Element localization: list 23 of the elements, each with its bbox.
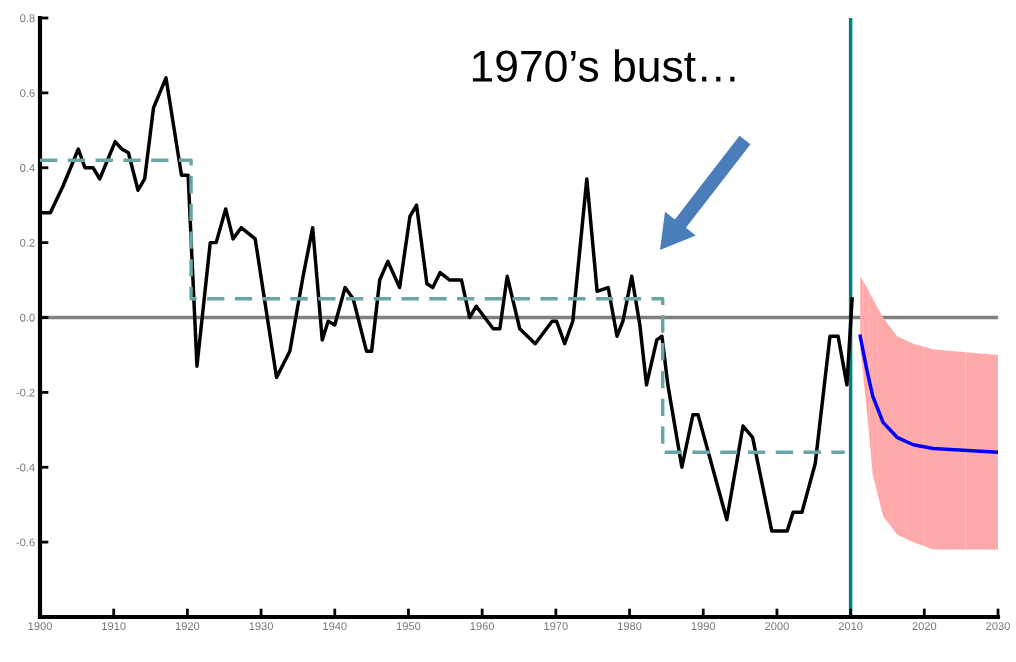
x-tick-label: 1960 bbox=[470, 622, 495, 631]
x-tick-label: 2000 bbox=[765, 622, 789, 631]
x-tick-label: 1940 bbox=[323, 622, 347, 631]
y-tick-label: -0.2 bbox=[16, 388, 35, 397]
x-tick-label: 1970 bbox=[544, 622, 568, 631]
y-tick-label: 0.0 bbox=[20, 313, 35, 322]
y-tick-label: 0.4 bbox=[20, 164, 35, 172]
y-tick-label: 0.6 bbox=[20, 89, 35, 98]
x-tick-label: 2010 bbox=[838, 622, 863, 631]
x-tick-label: 1980 bbox=[618, 622, 642, 631]
y-tick-label: 0.2 bbox=[20, 238, 35, 247]
x-tick-label: 1900 bbox=[28, 622, 52, 631]
x-tick-label: 1910 bbox=[102, 622, 126, 631]
annotation: 1970’s bust… bbox=[472, 49, 735, 82]
y-tick-label: -0.6 bbox=[16, 538, 35, 547]
y-tick-label: -0.4 bbox=[16, 463, 35, 472]
x-tick-label: 1990 bbox=[691, 622, 716, 631]
x-tick-label: 1950 bbox=[396, 622, 421, 631]
y-tick-label: 0.8 bbox=[20, 14, 35, 23]
x-tick-label: 2030 bbox=[986, 622, 1010, 631]
x-tick-label: 1930 bbox=[249, 622, 273, 631]
x-tick-label: 2020 bbox=[912, 622, 937, 631]
x-tick-label: 1920 bbox=[175, 622, 200, 631]
